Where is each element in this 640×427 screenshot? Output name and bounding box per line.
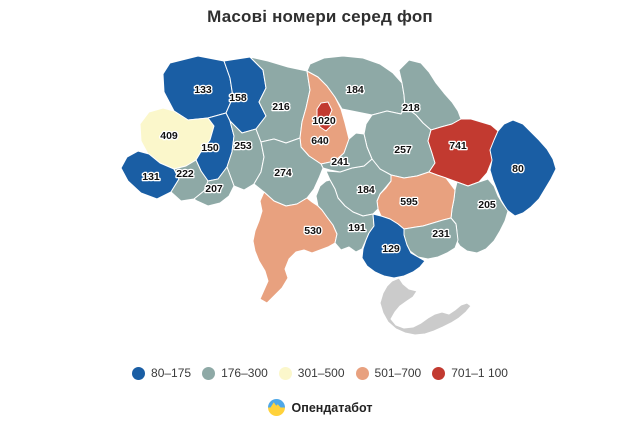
brand-footer-link[interactable]: Опендатабот: [0, 399, 640, 416]
legend-swatch-icon: [132, 366, 146, 380]
region-cherkasy[interactable]: [320, 132, 373, 173]
legend-item: 301–500: [278, 366, 345, 380]
legend-swatch-icon: [202, 366, 216, 380]
region-kharkiv[interactable]: [427, 118, 501, 187]
legend-item: 80–175: [132, 366, 191, 380]
legend-swatch-icon: [432, 366, 446, 380]
region-value-label-dnipropetrovsk: 595: [400, 196, 418, 208]
region-value-label-kharkiv: 741: [449, 140, 467, 152]
region-value-label-zaporizhzhia: 231: [432, 228, 450, 240]
legend-label: 80–175: [151, 366, 192, 380]
region-value-label-zakarpattia: 131: [142, 171, 160, 183]
region-value-label-poltava: 257: [394, 144, 412, 156]
region-value-label-zhytomyr: 216: [272, 101, 290, 113]
region-value-label-kherson: 129: [382, 243, 400, 255]
legend: 80–175 176–300 301–500 501–700 701–1 100: [0, 366, 640, 380]
region-luhansk[interactable]: [489, 119, 557, 217]
region-value-label-sumy: 218: [402, 102, 420, 114]
region-value-label-khmelnytskyi: 253: [234, 140, 252, 152]
region-value-label-cherkasy: 241: [331, 156, 349, 168]
region-zakarpattia[interactable]: [120, 150, 180, 200]
region-chernivtsi[interactable]: [193, 166, 235, 207]
region-value-label-volyn: 133: [194, 84, 212, 96]
legend-label: 176–300: [221, 366, 268, 380]
region-value-label-chernihiv: 184: [346, 84, 364, 96]
legend-item: 176–300: [202, 366, 268, 380]
region-vinnytsia[interactable]: [253, 137, 324, 207]
region-odesa[interactable]: [252, 191, 338, 304]
region-value-label-ternopil: 150: [201, 142, 219, 154]
page-title: Масові номери серед фоп: [207, 7, 433, 26]
legend-label: 301–500: [297, 366, 345, 380]
legend-item: 701–1 100: [432, 366, 508, 380]
region-kyiv-city[interactable]: [316, 101, 333, 132]
region-value-label-kirovohrad: 184: [357, 184, 375, 196]
region-value-label-rivne: 158: [229, 92, 247, 104]
region-value-label-kyiv-oblast: 640: [311, 135, 329, 147]
legend-swatch-icon: [278, 366, 292, 380]
region-value-label-donetsk: 205: [478, 199, 496, 211]
region-value-label-lviv: 409: [160, 130, 178, 142]
region-value-label-kyiv-city: 1020: [312, 115, 336, 127]
legend-label: 701–1 100: [451, 366, 508, 380]
region-value-label-odesa: 530: [304, 225, 322, 237]
region-value-label-mykolaiv: 191: [348, 222, 366, 234]
region-value-label-vinnytsia: 274: [274, 167, 292, 179]
region-crimea[interactable]: [379, 277, 472, 336]
opendatabot-logo-icon: [267, 399, 285, 416]
region-value-label-chernivtsi: 207: [205, 183, 223, 195]
legend-swatch-icon: [355, 366, 369, 380]
legend-item: 501–700: [355, 366, 422, 380]
legend-label: 501–700: [374, 366, 422, 380]
region-value-label-luhansk: 80: [512, 163, 524, 175]
region-kherson[interactable]: [361, 213, 426, 279]
region-value-label-ivano-frankivsk: 222: [176, 168, 194, 180]
brand-name: Опендатабот: [291, 400, 373, 415]
